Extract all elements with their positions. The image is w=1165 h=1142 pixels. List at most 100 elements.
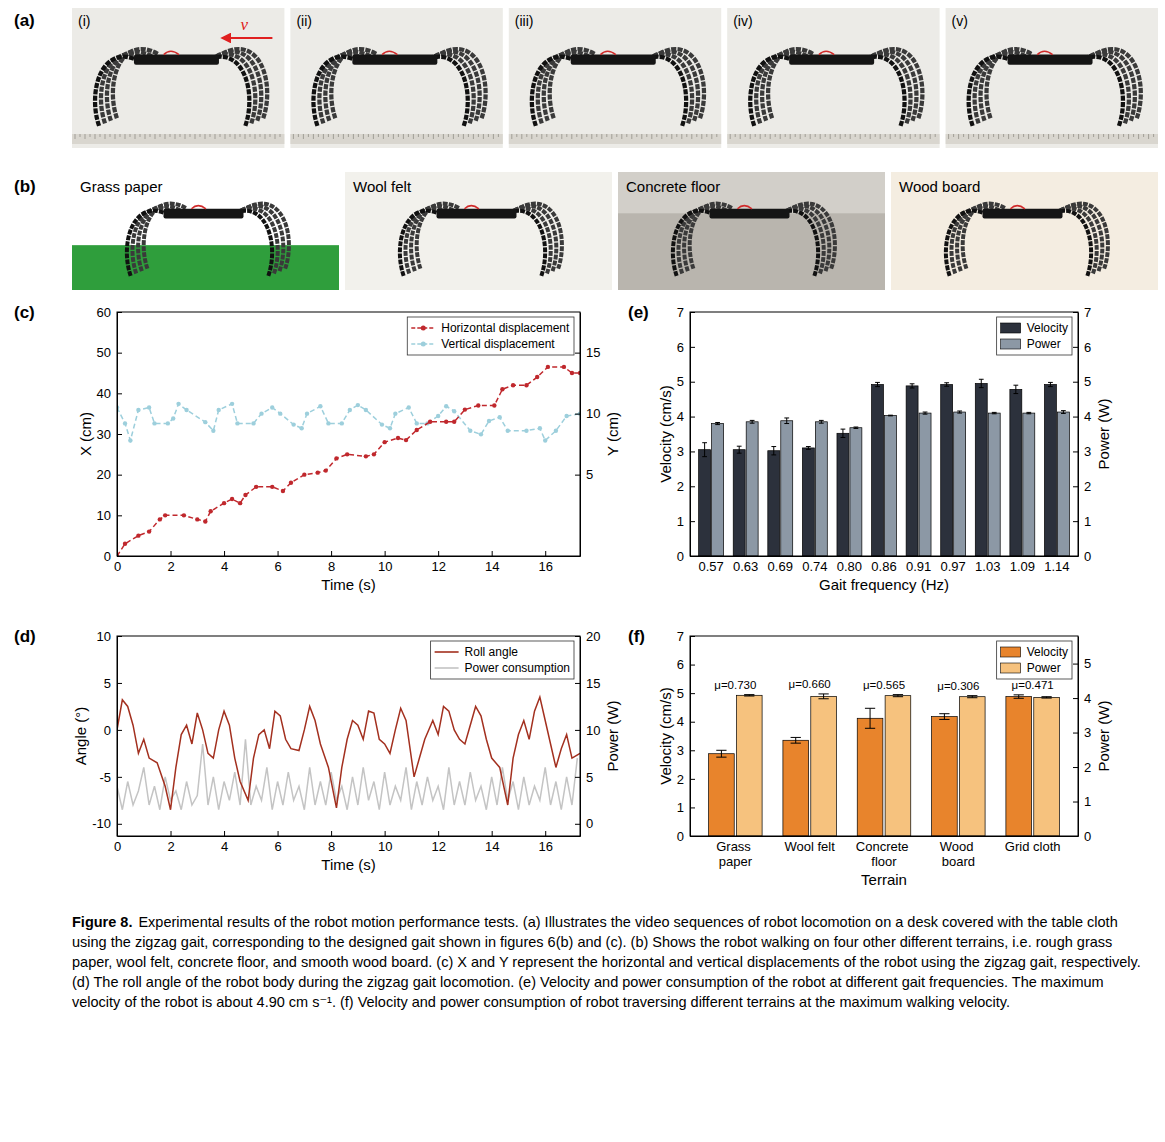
bar (1023, 413, 1035, 556)
data-point (195, 517, 199, 521)
error-bar (1061, 411, 1066, 414)
data-point (216, 408, 220, 412)
panel-label: (c) (14, 303, 35, 322)
tick-label: 2 (167, 559, 174, 574)
error-bar-cap (744, 694, 754, 695)
tick-label: 0 (1084, 829, 1091, 844)
tick-label: 5 (677, 686, 684, 701)
bar (815, 422, 827, 556)
tick-label: 16 (538, 839, 552, 854)
tick-mark (224, 831, 225, 836)
bar (768, 451, 780, 556)
tick-mark (385, 831, 386, 836)
axis-line (580, 637, 581, 837)
robot-leg (532, 57, 577, 126)
data-point (535, 375, 539, 379)
tick-label: 6 (274, 559, 281, 574)
bar (941, 385, 953, 556)
tick-mark (690, 521, 695, 522)
axis-line (117, 637, 118, 837)
tick-mark (690, 556, 695, 557)
tick-mark (117, 312, 122, 313)
tick: 5 (575, 467, 593, 482)
error-bar-cap (841, 437, 846, 438)
tick-mark (117, 683, 122, 684)
tick-mark (331, 831, 332, 836)
error-bar-cap (1041, 698, 1051, 699)
legend: Roll anglePower consumption (431, 641, 574, 679)
y2-axis-title: Power (W) (604, 701, 621, 772)
error-bar-cap (819, 423, 824, 424)
error-bar (841, 429, 846, 437)
bar (906, 386, 918, 556)
tick: 0 (575, 816, 593, 831)
error-bar (967, 696, 977, 698)
tick: 16 (538, 551, 552, 574)
tick-mark (690, 486, 695, 487)
error-bar-cap (923, 412, 928, 413)
arrow-label: v (240, 15, 248, 34)
legend-marker (421, 342, 426, 347)
data-point (208, 509, 212, 513)
data-point (166, 421, 170, 425)
tick: 6 (677, 340, 695, 355)
data-point (436, 414, 440, 418)
tick-mark (438, 831, 439, 836)
error-bar-cap (1048, 382, 1053, 383)
robot-leg (969, 57, 1014, 126)
frame-label: (iii) (515, 13, 534, 29)
robot-body (134, 55, 219, 65)
tick-mark (171, 551, 172, 556)
frame-label: (i) (78, 13, 90, 29)
data-point (278, 411, 282, 415)
error-bar (771, 447, 776, 455)
tick-label-line: Concrete (856, 839, 912, 854)
data-line (117, 404, 580, 441)
data-point (468, 429, 472, 433)
data-point (254, 485, 258, 489)
tick: 50 (97, 345, 122, 360)
caption-number: Figure 8. (72, 914, 132, 930)
tick-mark (690, 836, 695, 837)
error-bar-cap (715, 422, 720, 423)
tick-label: 16 (538, 559, 552, 574)
tick: 8 (328, 551, 335, 574)
tick-label: 1 (677, 800, 684, 815)
legend-entry: Roll angle (435, 645, 519, 659)
tick: 4 (677, 714, 695, 729)
tick-label-line: board (942, 854, 975, 869)
axis-line (1078, 313, 1079, 557)
error-bar-stem (704, 443, 705, 457)
tick: 10 (378, 551, 392, 574)
x-axis: Grass paperWool feltConcrete floorWood b… (691, 836, 1079, 869)
tick: 5 (677, 686, 695, 701)
robot (750, 49, 922, 126)
tick: 10 (97, 508, 122, 523)
tick-mark (117, 393, 122, 394)
velocity-arrow (222, 37, 272, 39)
y2-axis: 05101520 (575, 629, 600, 837)
robot-leg (860, 57, 905, 126)
legend-label: Power (1027, 337, 1061, 351)
ruler-ticks (293, 134, 498, 139)
error-bar-cap (784, 423, 789, 424)
tick: 0.57 (698, 556, 723, 574)
data-point (136, 408, 140, 412)
photo-frame: (i) v (72, 8, 284, 148)
data-point (570, 371, 574, 375)
tick: 6 (677, 657, 695, 672)
tick-label: 6 (677, 657, 684, 672)
data-point (128, 438, 132, 442)
bar (919, 413, 931, 556)
bar (1057, 412, 1069, 556)
error-bar-cap (865, 728, 875, 729)
tick: 0 (1073, 549, 1091, 564)
tick-label: 5 (1084, 656, 1091, 671)
tick-label: 1.03 (975, 559, 1000, 574)
terrain-label: Wood board (899, 178, 980, 195)
robot-leg (230, 211, 272, 276)
tick: 1 (677, 514, 695, 529)
robot-wire (1011, 206, 1025, 209)
bar (1006, 697, 1032, 836)
error-bar-stem (946, 383, 947, 386)
